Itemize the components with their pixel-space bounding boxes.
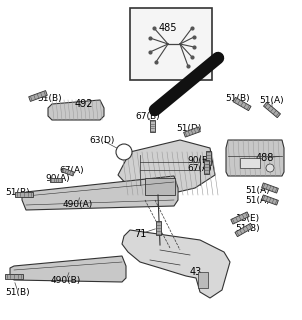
- Polygon shape: [29, 91, 47, 101]
- Text: 51(B): 51(B): [226, 93, 250, 102]
- Text: 51(B): 51(B): [6, 188, 30, 196]
- Polygon shape: [204, 160, 208, 174]
- Text: 51(B): 51(B): [6, 287, 30, 297]
- Polygon shape: [10, 256, 126, 282]
- Text: 51(B): 51(B): [236, 223, 260, 233]
- Polygon shape: [262, 195, 278, 205]
- Polygon shape: [184, 127, 200, 137]
- Text: 488: 488: [256, 153, 274, 163]
- Polygon shape: [5, 274, 23, 278]
- Polygon shape: [22, 176, 178, 210]
- Text: 67(A): 67(A): [188, 164, 212, 172]
- Polygon shape: [231, 212, 249, 224]
- Text: 492: 492: [75, 99, 93, 109]
- Text: 43: 43: [190, 267, 202, 277]
- Polygon shape: [149, 120, 155, 132]
- Polygon shape: [122, 230, 230, 298]
- Polygon shape: [48, 100, 104, 120]
- Polygon shape: [156, 221, 160, 235]
- Polygon shape: [233, 97, 251, 111]
- Text: 67(B): 67(B): [136, 111, 160, 121]
- Circle shape: [116, 144, 132, 160]
- Polygon shape: [145, 178, 175, 195]
- Polygon shape: [50, 178, 62, 182]
- Text: 51(A): 51(A): [246, 186, 270, 195]
- Polygon shape: [262, 183, 278, 193]
- Bar: [240, 158, 260, 168]
- Text: 51(D): 51(D): [176, 124, 202, 132]
- Polygon shape: [205, 151, 210, 165]
- Text: 51(A): 51(A): [260, 95, 284, 105]
- Polygon shape: [226, 140, 284, 176]
- Text: 490(B): 490(B): [51, 276, 81, 284]
- Circle shape: [266, 164, 274, 172]
- Text: 90(B): 90(B): [188, 156, 212, 164]
- Text: 18(E): 18(E): [236, 213, 260, 222]
- Polygon shape: [15, 191, 33, 196]
- Bar: [198, 272, 208, 288]
- Polygon shape: [264, 102, 281, 118]
- Bar: [130, 8, 212, 80]
- Polygon shape: [235, 223, 253, 237]
- Text: 485: 485: [159, 23, 177, 33]
- Text: 490(A): 490(A): [63, 199, 93, 209]
- Text: 51(B): 51(B): [38, 93, 62, 102]
- Text: 71: 71: [134, 229, 146, 239]
- Text: 90(A): 90(A): [46, 173, 70, 182]
- Polygon shape: [62, 168, 74, 176]
- Text: 63(D): 63(D): [89, 135, 115, 145]
- Text: 51(A): 51(A): [246, 196, 270, 204]
- Polygon shape: [118, 140, 215, 195]
- Text: 67(A): 67(A): [60, 165, 84, 174]
